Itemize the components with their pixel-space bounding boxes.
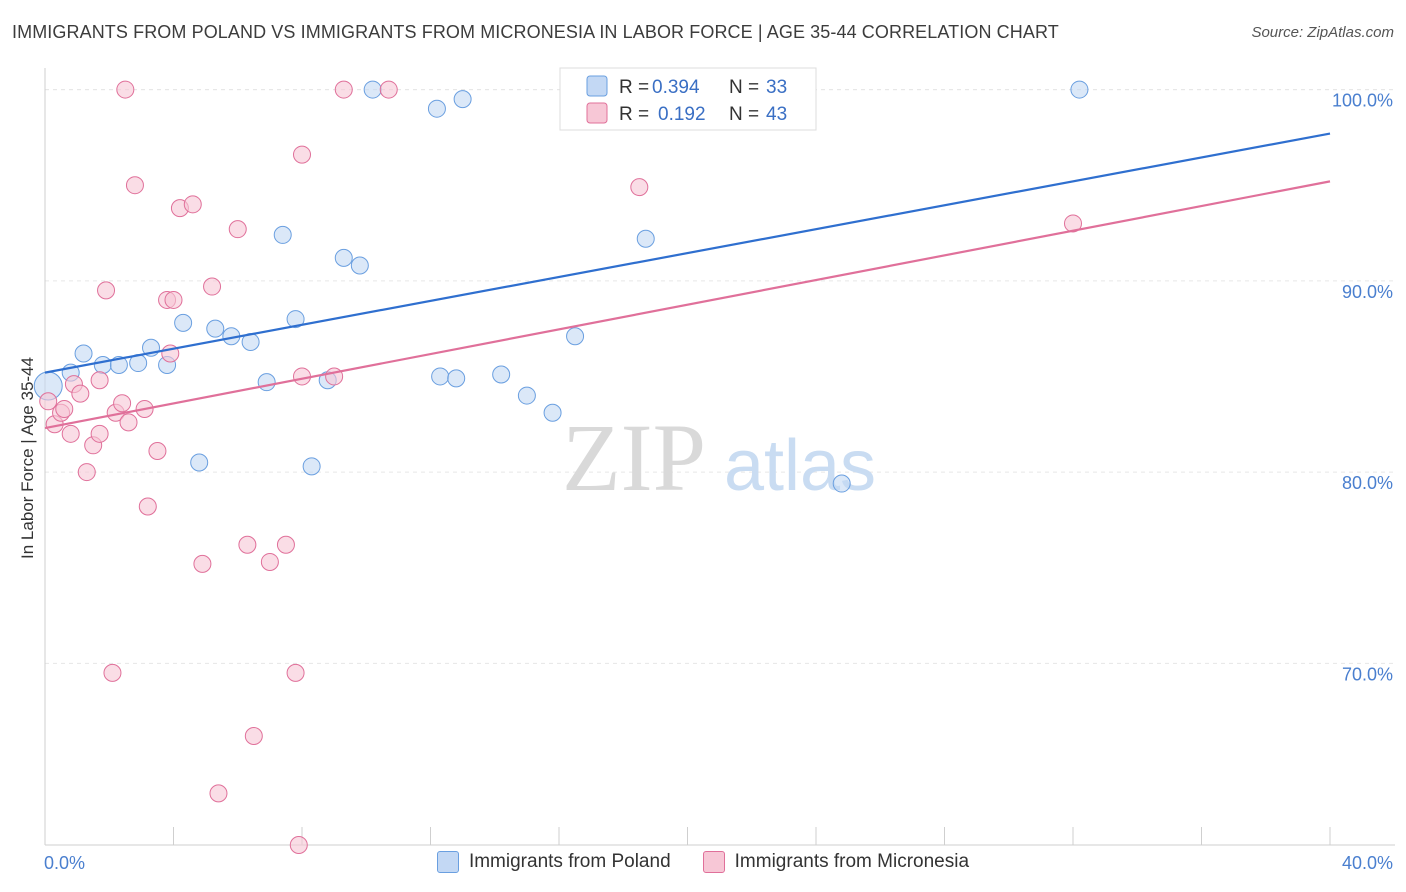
point-micronesia (244, 726, 263, 745)
point-micronesia (379, 80, 398, 99)
point-micronesia (61, 424, 80, 443)
watermark-atlas: atlas (724, 426, 876, 506)
point-poland (74, 344, 93, 363)
point-poland (257, 373, 276, 392)
point-poland (566, 327, 585, 346)
data-points (33, 80, 1089, 854)
legend-n-label: N = (729, 77, 759, 98)
point-micronesia (228, 220, 247, 239)
point-poland (1070, 80, 1089, 99)
point-poland (190, 453, 209, 472)
y-tick-label: 100.0% (1332, 91, 1393, 111)
point-micronesia (119, 413, 138, 432)
legend-r-label: R = (619, 104, 649, 125)
legend-swatch-micronesia (586, 102, 608, 124)
trend-line-micronesia (44, 180, 1331, 430)
point-poland (636, 229, 655, 248)
point-micronesia (289, 836, 308, 854)
point-poland (543, 403, 562, 422)
point-poland (350, 256, 369, 275)
point-poland (302, 457, 321, 476)
point-micronesia (238, 535, 257, 554)
point-micronesia (113, 394, 132, 413)
watermark: ZIP atlas (562, 404, 876, 511)
trend-line-poland (44, 132, 1331, 374)
legend-item-micronesia[interactable]: Immigrants from Micronesia (702, 851, 970, 873)
point-micronesia (334, 80, 353, 99)
point-poland (427, 99, 446, 118)
point-micronesia (116, 80, 135, 99)
point-micronesia (260, 552, 279, 571)
point-poland (174, 313, 193, 332)
point-micronesia (90, 371, 109, 390)
legend-item-poland[interactable]: Immigrants from Poland (436, 851, 671, 873)
point-micronesia (630, 178, 649, 197)
point-micronesia (276, 535, 295, 554)
point-poland (334, 248, 353, 267)
legend-r-value: 0.394 (652, 77, 700, 98)
point-poland (832, 474, 851, 493)
point-micronesia (209, 784, 228, 803)
legend-r-value: 0.192 (658, 104, 706, 125)
point-micronesia (55, 399, 74, 418)
legend-swatch (702, 851, 725, 873)
gridlines (45, 89, 1395, 664)
legend-top: R = 0.394 N = 33 R = 0.192 N = 43 (559, 67, 817, 131)
trend-lines (44, 132, 1331, 430)
legend-n-label: N = (729, 104, 759, 125)
chart-title: IMMIGRANTS FROM POLAND VS IMMIGRANTS FRO… (12, 22, 1059, 42)
point-poland (492, 365, 511, 384)
axes (44, 68, 1395, 846)
legend-swatch (436, 851, 459, 873)
point-micronesia (148, 442, 167, 461)
point-micronesia (164, 290, 183, 309)
point-micronesia (203, 277, 222, 296)
point-micronesia (39, 392, 58, 411)
point-poland (453, 90, 472, 109)
y-tick-label: 80.0% (1342, 473, 1393, 493)
legend-label: Immigrants from Poland (468, 851, 671, 872)
watermark-zip: ZIP (562, 404, 706, 511)
point-micronesia (286, 663, 305, 682)
x-tick-label: 0.0% (44, 853, 85, 873)
tick-labels: 70.0% 80.0% 90.0% 100.0% 0.0% 40.0% (44, 91, 1393, 873)
point-micronesia (90, 424, 109, 443)
point-micronesia (183, 195, 202, 214)
point-poland (286, 310, 305, 329)
point-poland (93, 355, 112, 374)
point-micronesia (138, 497, 157, 516)
point-micronesia (193, 554, 212, 573)
point-micronesia (1064, 214, 1082, 233)
point-poland (447, 369, 466, 388)
legend-bottom: Immigrants from Poland Immigrants from M… (0, 851, 1406, 873)
y-tick-label: 90.0% (1342, 282, 1393, 302)
legend-label: Immigrants from Micronesia (734, 851, 970, 872)
source-label: Source: ZipAtlas.com (1251, 24, 1394, 41)
point-micronesia (125, 176, 144, 195)
point-micronesia (97, 281, 116, 300)
point-micronesia (77, 463, 96, 482)
legend-n-value: 33 (766, 77, 787, 98)
legend-n-value: 43 (766, 104, 787, 125)
point-micronesia (293, 145, 311, 164)
point-micronesia (103, 663, 122, 682)
legend-swatch-poland (586, 75, 608, 97)
point-micronesia (293, 367, 311, 386)
x-tick-label: 40.0% (1342, 853, 1393, 873)
point-poland (273, 225, 292, 244)
legend-r-label: R = (619, 77, 649, 98)
point-poland (431, 367, 450, 386)
point-poland (517, 386, 536, 405)
point-poland (206, 319, 225, 338)
y-tick-label: 70.0% (1342, 664, 1393, 684)
point-micronesia (71, 384, 90, 403)
point-poland (363, 80, 382, 99)
